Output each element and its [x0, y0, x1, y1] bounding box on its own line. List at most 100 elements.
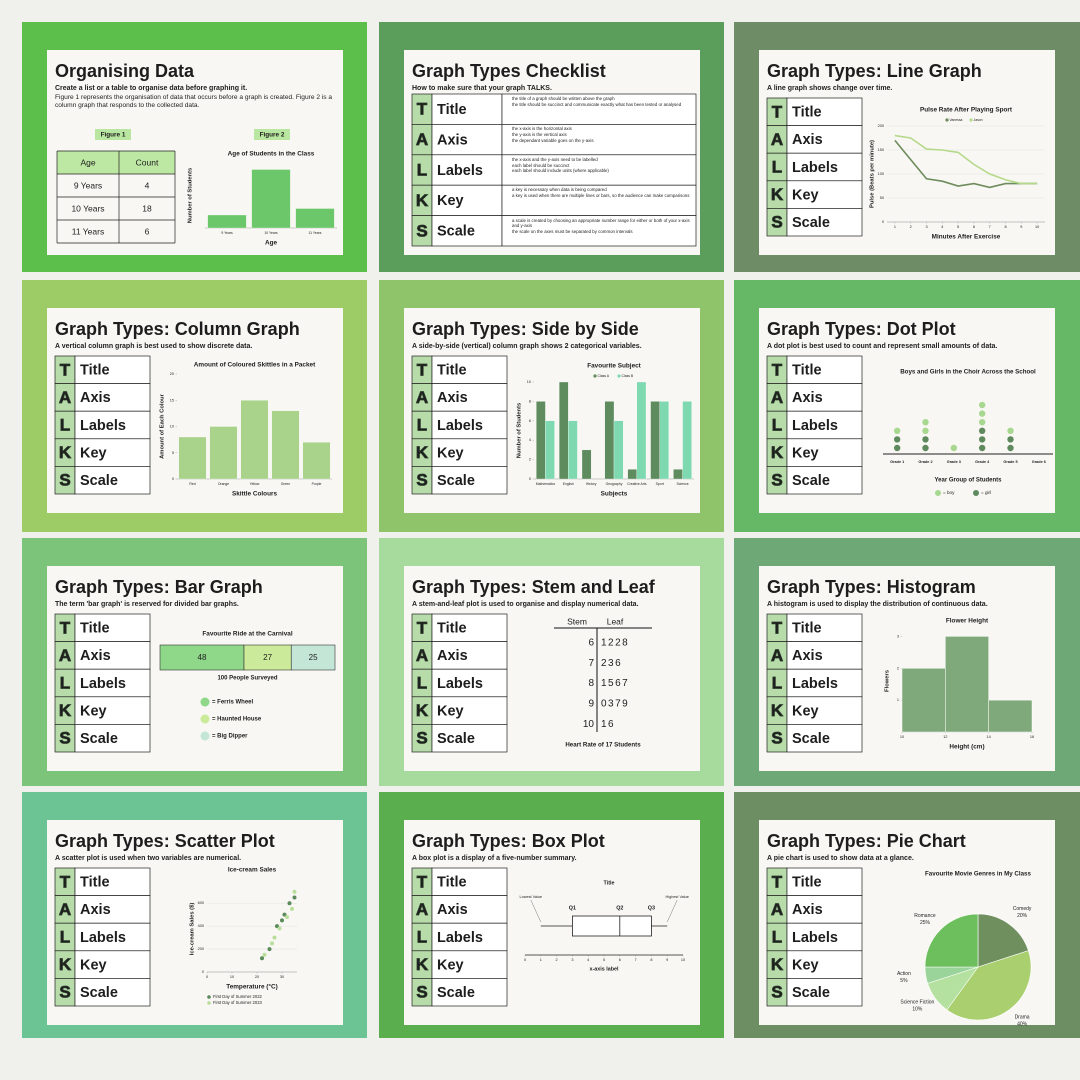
talks-letter: T [772, 360, 783, 379]
talks-letter: S [59, 471, 70, 490]
talks-word-cell [786, 466, 863, 495]
talks-letter: L [417, 927, 427, 946]
x-tick-label: 8 [1004, 225, 1006, 229]
talks-letter: S [59, 983, 70, 1002]
box-label: Q3 [648, 905, 655, 911]
slide-title: Graph Types: Side by Side [412, 319, 639, 339]
bar [613, 420, 624, 480]
figure-label-box [95, 129, 131, 140]
talks-letter: L [417, 160, 427, 179]
talks-word-cell [786, 125, 863, 154]
talks-word: Scale [80, 473, 118, 489]
table-header [57, 151, 175, 174]
bar [209, 426, 238, 480]
talks-letter: K [771, 443, 784, 462]
talks-word-cell [786, 724, 863, 753]
dot [978, 436, 986, 443]
bar-segment [159, 644, 245, 671]
slide-title: Graph Types: Stem and Leaf [412, 577, 656, 597]
dot [978, 444, 986, 452]
bar [568, 420, 578, 480]
intro-text: Figure 1 represents the organisation of … [55, 94, 333, 110]
scatter-point [292, 889, 297, 894]
intro-text-box: Figure 1 represents the organisation of … [55, 94, 333, 110]
talks-word: Scale [80, 731, 118, 747]
talks-word: Axis [437, 132, 468, 148]
y-tick-label: 15 [170, 398, 174, 402]
slide-card: Graph Types: Histogram A histogram is use… [759, 566, 1055, 771]
legend-label: Jason [974, 118, 983, 122]
talks-note: each label should include units (where a… [512, 168, 694, 174]
talks-letter: T [60, 360, 71, 379]
slide-title: Organising Data [55, 61, 195, 81]
box-label: Q1 [569, 905, 576, 911]
talks-word-cell [431, 466, 508, 495]
legend-swatch [200, 714, 210, 724]
talks-word-cell [786, 696, 863, 725]
talks-letter: K [771, 185, 784, 204]
pie-value-label: 5% [900, 978, 908, 984]
talks-word-cell [431, 696, 508, 725]
talks-letter: K [59, 701, 72, 720]
dot [1007, 444, 1014, 452]
talks-letter: A [771, 388, 783, 407]
slide-subtitle: A scatter plot is used when two variable… [55, 855, 241, 862]
talks-word-cell [74, 466, 151, 495]
talks-word: Key [437, 445, 464, 461]
talks-word: Axis [792, 132, 823, 148]
talks-word: Axis [792, 902, 823, 918]
talks-word: Key [80, 957, 107, 973]
slide-subtitle: Create a list or a table to organise dat… [55, 85, 247, 92]
talks-word: Labels [792, 160, 838, 176]
y-tick-label: 8 [529, 399, 531, 403]
pie-label: Science Fiction [900, 1000, 934, 1006]
bar [636, 381, 647, 480]
scatter-point [290, 906, 294, 911]
x-tick-label: Sport [656, 482, 664, 486]
histogram-bar [901, 668, 946, 733]
leaf: 236 [601, 658, 622, 669]
talks-letter: K [416, 443, 429, 462]
pie-label: Action [897, 971, 911, 977]
slide-card: Graph Types: Side by Side A side-by-side … [404, 308, 700, 513]
x-tick-label: 10 [1035, 225, 1039, 229]
pie-value-label: 10% [912, 1007, 923, 1013]
slide-subtitle: A side-by-side (vertical) column graph s… [412, 343, 642, 350]
y-tick-label: 3 [897, 634, 899, 638]
x-tick-label: 8 [650, 958, 652, 962]
talks-letter: T [417, 872, 428, 891]
slide-subtitle: How to make sure that your graph TALKS. [412, 85, 552, 92]
talks-letter: S [416, 729, 427, 748]
x-axis-label: Minutes After Exercise [932, 234, 1001, 241]
talks-word: Key [792, 957, 819, 973]
x-tick-label: Red [189, 482, 195, 486]
talks-word-cell [431, 410, 508, 440]
talks-notes-cell [501, 215, 697, 247]
talks-word: Labels [437, 930, 483, 946]
x-axis-label: Age [265, 240, 278, 247]
talks-letter: A [771, 130, 783, 149]
x-tick-label: Grade 1 [890, 460, 904, 464]
talks-letter: A [416, 646, 428, 665]
y-tick-label: 6 [529, 419, 531, 423]
slide-title: Graph Types: Scatter Plot [55, 831, 275, 851]
talks-word-cell [431, 154, 503, 186]
x-tick-label: History [586, 482, 597, 486]
talks-word: Axis [792, 390, 823, 406]
bar [302, 442, 331, 480]
x-tick-label: Yellow [250, 482, 260, 486]
talks-letter: T [60, 872, 71, 891]
talks-word: Title [437, 621, 467, 637]
y-tick-label: 2 [529, 458, 531, 462]
talks-notes-box: a key is necessary when data is being co… [504, 187, 694, 214]
talks-letter: T [772, 102, 783, 121]
bar [545, 420, 555, 480]
legend-swatch [617, 374, 621, 378]
x-tick-label: 1 [540, 958, 542, 962]
talks-word-cell [786, 641, 863, 670]
line-series [894, 134, 1038, 185]
talks-word: Scale [792, 473, 830, 489]
dot [978, 427, 986, 434]
line-series [894, 139, 1038, 189]
talks-word: Axis [792, 648, 823, 664]
